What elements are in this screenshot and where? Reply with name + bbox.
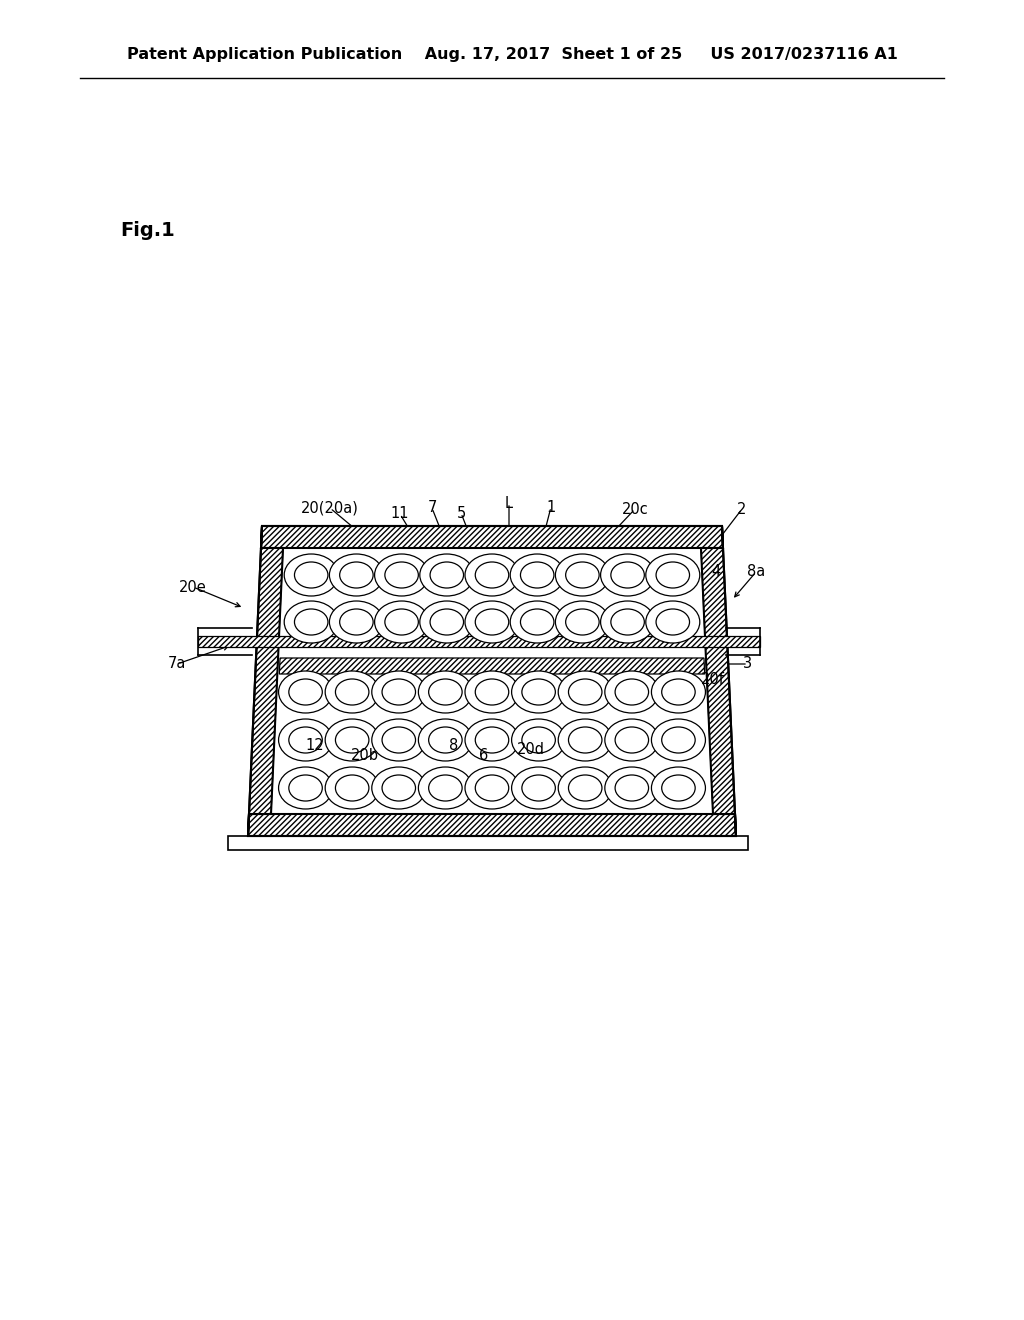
- Ellipse shape: [555, 601, 609, 643]
- Ellipse shape: [372, 671, 426, 713]
- Ellipse shape: [646, 601, 699, 643]
- Ellipse shape: [465, 671, 519, 713]
- Text: L: L: [505, 495, 513, 511]
- Ellipse shape: [510, 601, 564, 643]
- Text: 4: 4: [712, 565, 721, 579]
- Text: 1: 1: [547, 499, 556, 515]
- Text: 20b: 20b: [351, 748, 379, 763]
- Ellipse shape: [651, 671, 706, 713]
- Ellipse shape: [279, 671, 333, 713]
- Polygon shape: [248, 525, 283, 836]
- Text: 3: 3: [743, 656, 753, 672]
- Ellipse shape: [605, 767, 658, 809]
- Text: Fig.1: Fig.1: [120, 220, 175, 239]
- Ellipse shape: [555, 554, 609, 597]
- Text: 6: 6: [479, 748, 488, 763]
- Text: 7: 7: [427, 500, 436, 516]
- Ellipse shape: [330, 601, 383, 643]
- Text: 20d: 20d: [517, 742, 545, 758]
- Text: 7a: 7a: [168, 656, 186, 672]
- Ellipse shape: [330, 554, 383, 597]
- Ellipse shape: [375, 554, 429, 597]
- Ellipse shape: [372, 767, 426, 809]
- Polygon shape: [261, 525, 723, 548]
- Ellipse shape: [419, 719, 472, 762]
- Ellipse shape: [601, 601, 654, 643]
- Ellipse shape: [285, 601, 338, 643]
- Ellipse shape: [512, 767, 565, 809]
- Ellipse shape: [605, 719, 658, 762]
- Polygon shape: [271, 548, 713, 814]
- Ellipse shape: [419, 767, 472, 809]
- Ellipse shape: [646, 554, 699, 597]
- Text: 20e: 20e: [179, 579, 207, 594]
- Polygon shape: [198, 636, 760, 647]
- Ellipse shape: [651, 719, 706, 762]
- Polygon shape: [701, 525, 736, 836]
- Text: 12: 12: [306, 738, 325, 752]
- Ellipse shape: [558, 719, 612, 762]
- Text: 8a: 8a: [746, 565, 765, 579]
- Ellipse shape: [465, 767, 519, 809]
- Ellipse shape: [326, 719, 379, 762]
- Text: 20(20a): 20(20a): [301, 500, 359, 516]
- Ellipse shape: [375, 601, 429, 643]
- Bar: [228, 836, 748, 850]
- Ellipse shape: [372, 719, 426, 762]
- Ellipse shape: [465, 719, 519, 762]
- Text: 8: 8: [450, 738, 459, 752]
- Text: 20f: 20f: [701, 672, 725, 688]
- Ellipse shape: [279, 767, 333, 809]
- Text: 20c: 20c: [622, 502, 648, 516]
- Ellipse shape: [605, 671, 658, 713]
- Ellipse shape: [651, 767, 706, 809]
- Ellipse shape: [512, 719, 565, 762]
- Ellipse shape: [279, 719, 333, 762]
- Ellipse shape: [420, 554, 474, 597]
- Ellipse shape: [465, 554, 519, 597]
- Ellipse shape: [326, 767, 379, 809]
- Ellipse shape: [558, 671, 612, 713]
- Text: 11: 11: [391, 507, 410, 521]
- Ellipse shape: [601, 554, 654, 597]
- Text: 2: 2: [737, 502, 746, 516]
- Ellipse shape: [420, 601, 474, 643]
- Ellipse shape: [510, 554, 564, 597]
- Ellipse shape: [285, 554, 338, 597]
- Text: 5: 5: [457, 506, 466, 520]
- Ellipse shape: [326, 671, 379, 713]
- Ellipse shape: [465, 601, 519, 643]
- Text: Patent Application Publication    Aug. 17, 2017  Sheet 1 of 25     US 2017/02371: Patent Application Publication Aug. 17, …: [127, 48, 897, 62]
- Polygon shape: [248, 814, 736, 836]
- Ellipse shape: [512, 671, 565, 713]
- Ellipse shape: [558, 767, 612, 809]
- Ellipse shape: [419, 671, 472, 713]
- Polygon shape: [271, 548, 713, 814]
- Polygon shape: [280, 657, 705, 675]
